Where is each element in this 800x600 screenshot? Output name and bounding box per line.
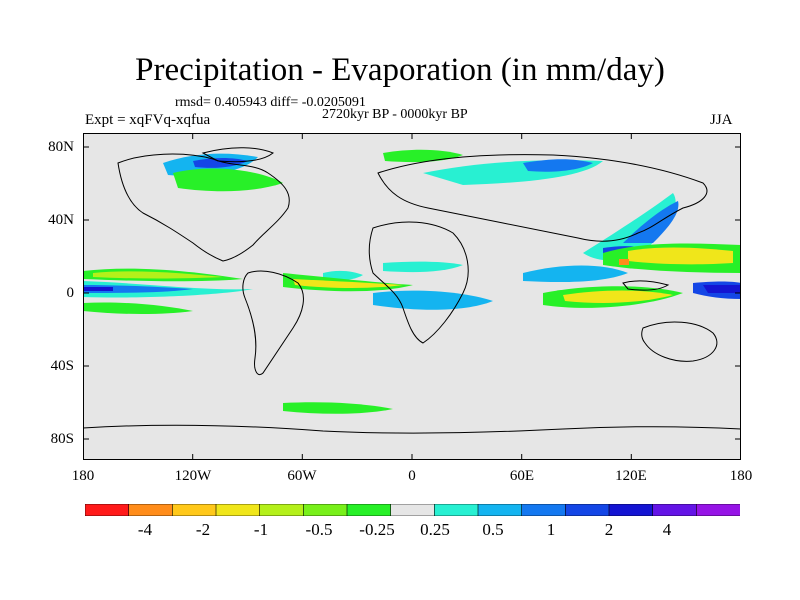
lon-label-180e: 180 <box>729 468 753 484</box>
coast-africa <box>368 221 469 344</box>
lon-label-60e: 60E <box>509 468 535 484</box>
drying-fields <box>83 149 741 414</box>
colorbar-label-2: 2 <box>604 520 614 539</box>
colorbar-swatch-0 <box>85 504 130 516</box>
field-atlantic-yellow <box>293 279 403 288</box>
field-amazon <box>323 270 363 281</box>
colorbar-label-025: 0.25 <box>420 520 450 539</box>
field-asia-core <box>623 201 679 243</box>
coast-maritime-continent <box>622 280 670 291</box>
lat-label-40n: 40N <box>48 212 74 228</box>
coast-australia <box>641 321 718 362</box>
colorbar-swatch-2 <box>172 504 217 516</box>
coast-eurasia <box>377 154 708 242</box>
field-indo-yellow <box>563 290 673 303</box>
coast-antarctica <box>83 424 741 434</box>
plot-title: Precipitation - Evaporation (in mm/day) <box>135 52 665 88</box>
colorbar-label-4: 4 <box>662 520 672 539</box>
colorbar-swatch-3 <box>215 504 261 516</box>
field-indian-ocean <box>523 265 628 283</box>
moisture-fields <box>83 153 741 310</box>
coast-greenland <box>201 147 274 163</box>
colorbar-label-neg025: -0.25 <box>359 520 395 539</box>
lat-label-80s: 80S <box>50 431 74 447</box>
field-canada-green <box>173 168 283 192</box>
colorbar-swatch-6 <box>346 504 392 516</box>
map-ticks <box>83 133 741 460</box>
lon-label-120e: 120E <box>615 468 647 484</box>
colorbar-label-05: 0.5 <box>482 520 504 539</box>
lon-label-180w: 180 <box>71 468 95 484</box>
colorbar-swatch-9 <box>477 504 523 516</box>
lon-label-60w: 60W <box>287 468 317 484</box>
field-north-america-core <box>193 158 248 168</box>
colorbar-label-neg05: -0.5 <box>305 520 333 539</box>
colorbar-swatch-5 <box>303 504 348 516</box>
colorbar-label-neg4: -4 <box>137 520 153 539</box>
experiment-label: Expt = xqFVq-xqfua <box>85 112 211 128</box>
colorbar-swatch-11 <box>565 504 610 516</box>
colorbar-swatch-8 <box>434 504 479 516</box>
field-atlantic-south <box>373 290 493 310</box>
field-pacific-peak <box>83 287 113 291</box>
field-asia-monsoon <box>583 193 676 261</box>
colorbar-label-neg2: -2 <box>195 520 211 539</box>
field-spac-green <box>83 302 193 314</box>
season-label: JJA <box>710 112 733 128</box>
field-africa-north <box>383 261 463 273</box>
colorbar-swatch-14 <box>696 504 740 516</box>
colorbar-swatch-7 <box>390 504 436 516</box>
colorbar-swatch-1 <box>128 504 174 516</box>
field-npac-lime <box>93 271 223 279</box>
field-westpac-peak <box>703 285 741 293</box>
lat-label-40s: 40S <box>50 358 74 374</box>
colorbar-swatch-12 <box>608 504 654 516</box>
field-wpac-orange <box>619 259 629 265</box>
period-text: 2720kyr BP - 0000kyr BP <box>322 107 468 122</box>
coastlines <box>83 147 741 434</box>
field-southern-green <box>283 402 393 414</box>
colorbar-swatch-4 <box>259 504 305 516</box>
colorbar-label-1: 1 <box>546 520 556 539</box>
coast-south-america <box>242 270 304 376</box>
field-eurasia-core <box>523 159 593 172</box>
colorbar-label-neg1: -1 <box>253 520 269 539</box>
lat-label-eq: 0 <box>66 285 75 301</box>
colorbar-swatch-10 <box>521 504 567 516</box>
lon-label-0: 0 <box>408 468 416 484</box>
lat-label-80n: 80N <box>48 139 74 155</box>
map-panel <box>83 133 741 460</box>
field-wpac-yellow <box>628 247 733 265</box>
lon-label-120w: 120W <box>174 468 212 484</box>
stats-text: rmsd= 0.405943 diff= -0.0205091 <box>175 95 366 110</box>
colorbar <box>85 504 740 516</box>
colorbar-swatch-13 <box>652 504 698 516</box>
